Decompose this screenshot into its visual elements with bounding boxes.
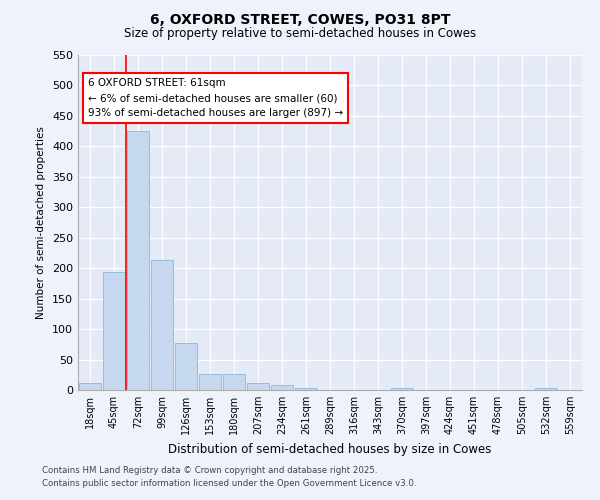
Bar — [127, 131, 149, 390]
Text: Contains HM Land Registry data © Crown copyright and database right 2025.
Contai: Contains HM Land Registry data © Crown c… — [42, 466, 416, 487]
Title: 6, OXFORD STREET, COWES, PO31 8PT
Size of property relative to semi-detached hou: 6, OXFORD STREET, COWES, PO31 8PT Size o… — [0, 499, 1, 500]
Text: Size of property relative to semi-detached houses in Cowes: Size of property relative to semi-detach… — [124, 28, 476, 40]
Bar — [79, 382, 101, 390]
X-axis label: Distribution of semi-detached houses by size in Cowes: Distribution of semi-detached houses by … — [169, 442, 491, 456]
Bar — [223, 374, 245, 390]
Y-axis label: Number of semi-detached properties: Number of semi-detached properties — [37, 126, 46, 319]
Bar — [295, 388, 317, 390]
Text: 6, OXFORD STREET, COWES, PO31 8PT: 6, OXFORD STREET, COWES, PO31 8PT — [150, 12, 450, 26]
Bar — [247, 384, 269, 390]
Bar — [535, 388, 557, 390]
Bar — [199, 374, 221, 390]
Bar — [103, 272, 125, 390]
Bar — [271, 384, 293, 390]
Bar — [151, 260, 173, 390]
Text: 6 OXFORD STREET: 61sqm
← 6% of semi-detached houses are smaller (60)
93% of semi: 6 OXFORD STREET: 61sqm ← 6% of semi-deta… — [88, 78, 343, 118]
Bar — [391, 388, 413, 390]
Bar — [175, 343, 197, 390]
